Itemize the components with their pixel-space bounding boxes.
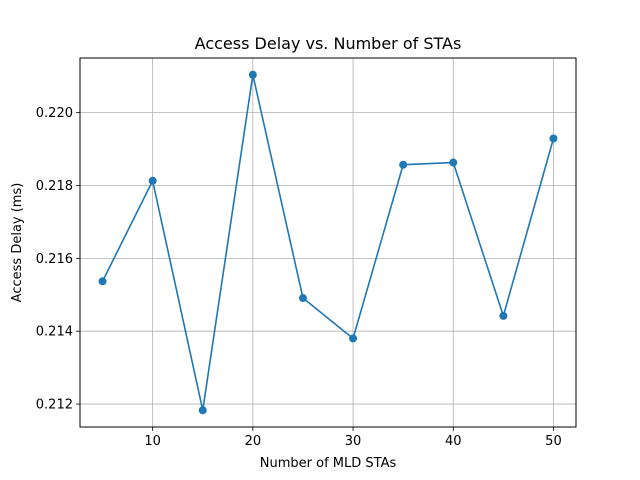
data-point-marker bbox=[399, 160, 408, 169]
data-point-marker bbox=[499, 311, 508, 320]
data-point-marker bbox=[349, 334, 358, 343]
y-tick-label: 0.220 bbox=[36, 106, 73, 121]
series-line-group bbox=[101, 73, 555, 412]
data-point-marker bbox=[449, 158, 458, 167]
grid-lines bbox=[80, 58, 576, 427]
x-tick-label: 10 bbox=[144, 434, 161, 449]
x-tick-label: 40 bbox=[445, 434, 462, 449]
chart-title: Access Delay vs. Number of STAs bbox=[195, 34, 462, 53]
data-point-marker bbox=[148, 176, 157, 185]
x-axis-ticks: 10 20 30 40 50 bbox=[144, 427, 562, 449]
x-tick-label: 30 bbox=[345, 434, 362, 449]
data-point-marker bbox=[98, 277, 107, 286]
series-line bbox=[101, 73, 555, 412]
plot-area-frame bbox=[79, 57, 577, 428]
series-markers bbox=[98, 70, 558, 415]
x-axis-label: Number of MLD STAs bbox=[260, 456, 397, 471]
y-tick-label: 0.212 bbox=[36, 398, 73, 413]
y-axis-label: Access Delay (ms) bbox=[10, 183, 25, 303]
data-point-marker bbox=[198, 406, 207, 415]
data-point-marker bbox=[248, 70, 257, 79]
y-tick-label: 0.216 bbox=[36, 252, 73, 267]
x-tick-label: 50 bbox=[545, 434, 562, 449]
y-tick-label: 0.214 bbox=[36, 325, 73, 340]
x-tick-label: 20 bbox=[245, 434, 262, 449]
data-point-marker bbox=[549, 134, 558, 143]
data-point-marker bbox=[298, 294, 307, 303]
y-tick-label: 0.218 bbox=[36, 179, 73, 194]
y-axis-ticks: 0.212 0.214 0.216 0.218 0.220 bbox=[36, 106, 80, 413]
